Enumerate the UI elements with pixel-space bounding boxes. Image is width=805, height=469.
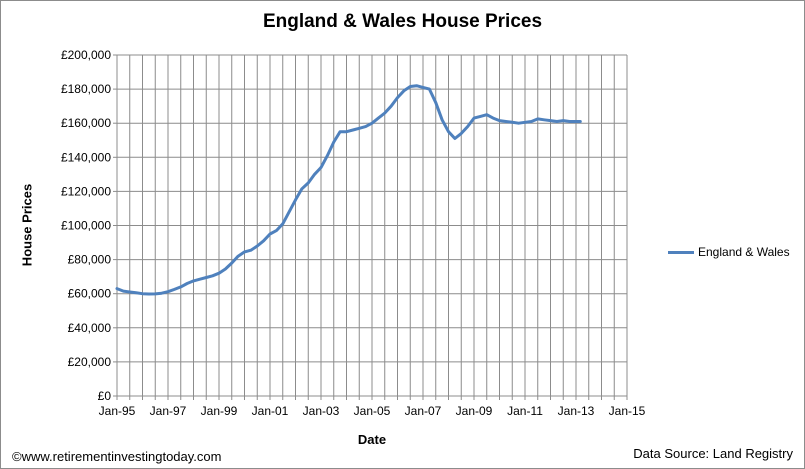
x-tick-label: Jan-15 bbox=[609, 404, 646, 418]
x-tick-label: Jan-01 bbox=[252, 404, 289, 418]
x-axis-label: Date bbox=[357, 432, 387, 447]
data-source-text: Data Source: Land Registry bbox=[633, 446, 793, 461]
x-tick-label: Jan-03 bbox=[303, 404, 340, 418]
x-tick-label: Jan-99 bbox=[201, 404, 238, 418]
x-tick-label: Jan-97 bbox=[150, 404, 187, 418]
series-line-england-wales bbox=[115, 84, 582, 296]
y-tick-label: £200,000 bbox=[61, 48, 111, 62]
x-tick-label: Jan-05 bbox=[354, 404, 391, 418]
x-tick-label: Jan-09 bbox=[456, 404, 493, 418]
y-tick-label: £180,000 bbox=[61, 82, 111, 96]
y-tick-label: £40,000 bbox=[68, 321, 112, 335]
y-tick-label: £20,000 bbox=[68, 355, 112, 369]
y-axis-label: House Prices bbox=[19, 183, 35, 267]
copyright-text: ©www.retirementinvestingtoday.com bbox=[12, 449, 222, 464]
legend-label: England & Wales bbox=[698, 245, 790, 259]
y-tick-label: £100,000 bbox=[61, 219, 111, 233]
y-tick-label: £160,000 bbox=[61, 116, 111, 130]
x-tick-label: Jan-95 bbox=[99, 404, 136, 418]
y-tick-label: £120,000 bbox=[61, 184, 111, 198]
y-tick-label: £60,000 bbox=[68, 287, 112, 301]
chart-title: England & Wales House Prices bbox=[262, 11, 543, 32]
x-tick-label: Jan-11 bbox=[507, 404, 543, 418]
x-tick-label: Jan-13 bbox=[558, 404, 595, 418]
x-tick-label: Jan-07 bbox=[405, 404, 442, 418]
y-tick-label: £0 bbox=[98, 389, 112, 403]
legend-swatch bbox=[668, 250, 694, 254]
y-tick-label: £80,000 bbox=[68, 253, 112, 267]
y-tick-label: £140,000 bbox=[61, 150, 111, 164]
legend: England & Wales bbox=[668, 245, 790, 259]
